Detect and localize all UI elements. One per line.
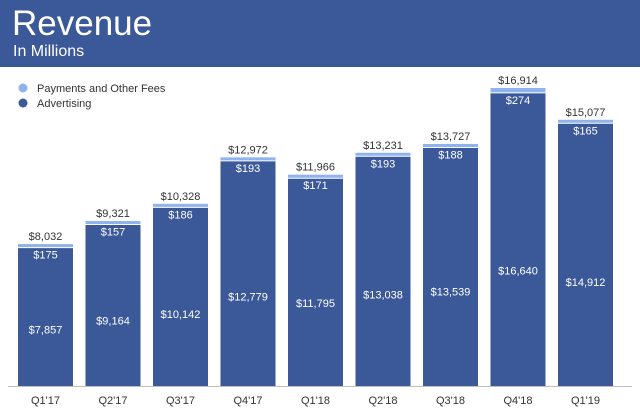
page-subtitle: In Millions	[13, 43, 85, 60]
data-label-advertising: $12,779	[228, 291, 268, 303]
data-label-payments: $274	[506, 95, 530, 107]
bar-payments	[423, 143, 478, 148]
bar-advertising	[423, 147, 478, 386]
data-label-payments: $171	[303, 180, 327, 192]
bar-advertising	[355, 156, 411, 386]
data-label-payments: $186	[168, 209, 192, 221]
x-tick-label: Q1'19	[571, 395, 600, 407]
data-label-advertising: $14,912	[566, 277, 606, 289]
data-label-total: $16,914	[498, 75, 538, 87]
bar-advertising	[288, 178, 343, 386]
data-label-total: $13,231	[363, 140, 403, 152]
data-label-advertising: $13,539	[431, 286, 471, 298]
header-banner: Revenue In Millions	[0, 0, 640, 67]
x-tick-label: Q3'17	[166, 395, 195, 407]
data-label-payments: $193	[236, 163, 260, 175]
legend-marker-advertising	[18, 98, 28, 108]
x-tick-label: Q2'18	[368, 395, 397, 407]
legend-marker-payments	[18, 83, 28, 93]
data-label-advertising: $11,795	[296, 298, 335, 310]
revenue-bar-chart: Payments and Other Fees Advertising $8,032…	[8, 75, 632, 407]
bar-advertising	[85, 224, 141, 386]
x-tick-label: Q4'17	[233, 395, 262, 407]
x-tick-label: Q4'18	[503, 395, 532, 407]
bar-payments	[85, 221, 141, 225]
legend-label-payments: Payments and Other Fees	[37, 83, 166, 95]
bar-advertising	[153, 207, 208, 386]
bar-advertising	[490, 92, 546, 386]
legend-label-advertising: Advertising	[37, 98, 91, 110]
bar-advertising	[220, 160, 276, 386]
bar-payments	[288, 174, 343, 179]
x-tick-label: Q3'18	[436, 395, 465, 407]
bar-advertising	[18, 247, 73, 386]
bar-payments	[558, 119, 613, 124]
data-label-advertising: $9,164	[96, 316, 130, 328]
x-tick-label: Q1'17	[31, 395, 60, 407]
data-label-payments: $188	[438, 149, 462, 161]
bar-advertising	[558, 123, 613, 386]
data-label-total: $10,328	[161, 191, 201, 203]
data-label-payments: $157	[101, 227, 125, 239]
data-label-payments: $193	[371, 158, 395, 170]
bar-payments	[18, 244, 73, 248]
data-label-total: $15,077	[566, 107, 606, 119]
data-label-payments: $165	[573, 125, 597, 137]
data-label-advertising: $10,142	[161, 309, 201, 321]
data-label-total: $9,321	[96, 208, 130, 220]
data-label-advertising: $13,038	[363, 290, 403, 302]
bar-payments	[153, 203, 208, 208]
data-label-total: $13,727	[431, 131, 471, 143]
x-tick-label: Q2'17	[98, 395, 127, 407]
data-label-total: $8,032	[29, 231, 63, 243]
data-label-payments: $175	[33, 250, 57, 262]
data-label-total: $11,966	[296, 162, 335, 174]
bar-payments	[220, 157, 276, 161]
bar-payments	[355, 152, 411, 157]
data-label-advertising: $7,857	[29, 324, 63, 336]
x-tick-label: Q1'18	[301, 395, 330, 407]
data-label-advertising: $16,640	[498, 266, 538, 278]
page-title: Revenue	[12, 4, 153, 43]
bar-payments	[490, 88, 546, 93]
data-label-total: $12,972	[228, 144, 268, 156]
